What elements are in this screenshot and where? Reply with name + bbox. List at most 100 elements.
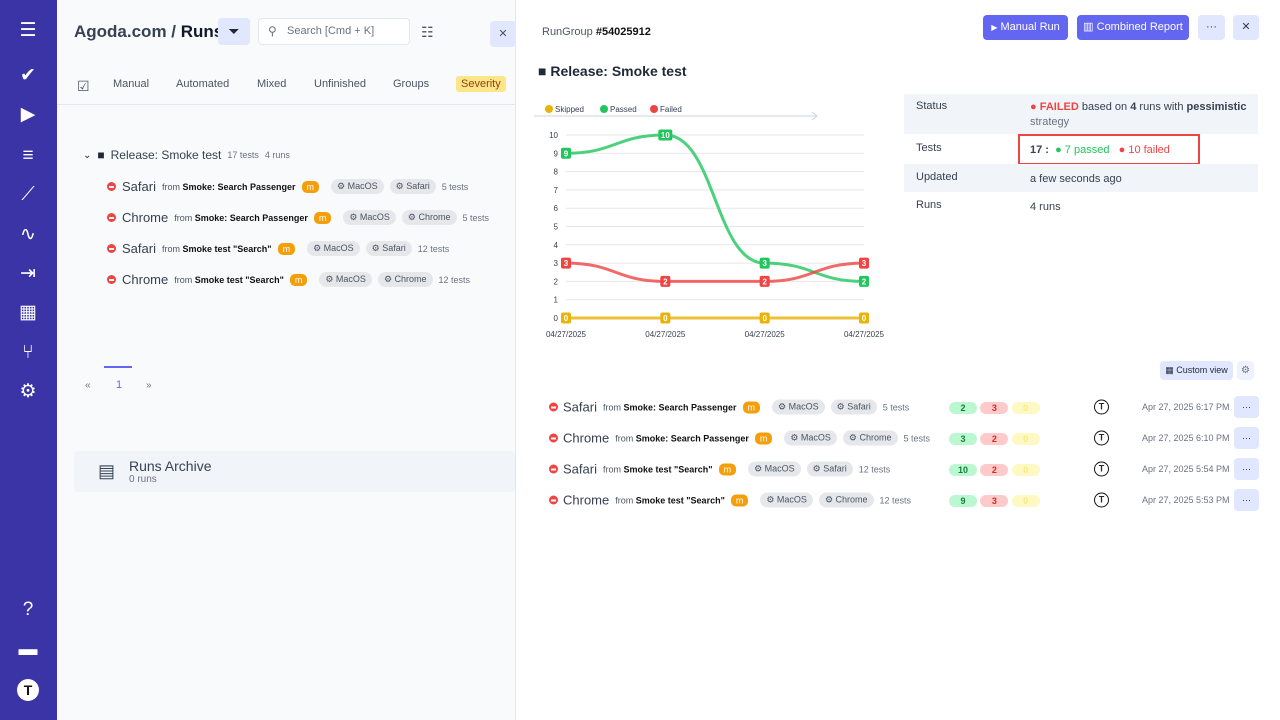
report-icon[interactable]: ▦ (19, 302, 37, 323)
tab-automated[interactable]: Automated (176, 78, 230, 90)
failed-icon (549, 433, 558, 443)
run-tests-count: 12 tests (858, 464, 891, 474)
run-row[interactable]: Chrome from Smoke: Search Passenger m ⚙ … (107, 210, 489, 225)
passed-count: 10 (949, 464, 977, 476)
data-point (660, 312, 671, 324)
help-icon[interactable]: ? (22, 599, 34, 620)
search-icon: ⚲ (268, 24, 277, 38)
sidebar: ☰ ✔ ▶ ≡ ⟋ ∿ ⇥ ▦ ⑂ ⚙ ? ▬ T (0, 0, 57, 720)
custom-view-button[interactable]: ▦ Custom view (1160, 361, 1233, 380)
data-label: 0 (663, 314, 668, 323)
user-avatar-icon: T (1094, 399, 1109, 415)
y-tick-label: 4 (554, 241, 559, 250)
data-label: 3 (564, 259, 569, 268)
page-title: Runs (180, 22, 224, 41)
run-name[interactable]: Safari (563, 399, 597, 415)
select-all-icon[interactable]: ☑ (77, 78, 90, 94)
next-page-button[interactable]: » (146, 380, 152, 391)
page-indicator (104, 366, 132, 368)
folder-icon: ■ (97, 148, 105, 162)
tab-unfinished[interactable]: Unfinished (314, 78, 366, 90)
failed-icon (107, 182, 116, 191)
run-name[interactable]: Safari (122, 179, 156, 194)
user-avatar-icon[interactable]: T (17, 679, 39, 701)
run-row[interactable]: Safari from Smoke test "Search" m ⚙ MacO… (107, 241, 449, 256)
project-link[interactable]: Agoda.com (74, 22, 167, 41)
failed-icon (107, 244, 116, 253)
settings-sliders-icon[interactable]: ☷ (421, 24, 434, 40)
manual-run-button[interactable]: ▶ Manual Run (983, 15, 1068, 40)
combined-report-button[interactable]: ▥ Combined Report (1077, 15, 1189, 40)
run-tests-count: 12 tests (417, 243, 450, 254)
data-label: 2 (862, 277, 867, 286)
breadcrumb: Agoda.com / Runs (74, 22, 223, 42)
y-tick-label: 0 (554, 314, 559, 323)
chevron-down-icon[interactable]: ⌄ (83, 149, 92, 161)
legend-marker (650, 105, 658, 113)
runs-archive[interactable]: ▤ Runs Archive 0 runs (74, 451, 515, 492)
menu-icon[interactable]: ☰ (19, 20, 37, 41)
search-input[interactable]: ⚲ Search [Cmd + K] (258, 18, 410, 45)
data-point (759, 312, 770, 324)
run-more-button[interactable]: ··· (1234, 489, 1259, 511)
run-row[interactable]: Chrome from Smoke test "Search" m ⚙ MacO… (547, 489, 1259, 511)
manual-badge: m (277, 242, 296, 255)
run-row[interactable]: Safari from Smoke test "Search" m ⚙ MacO… (547, 458, 1259, 480)
run-row[interactable]: Safari from Smoke: Search Passenger m ⚙ … (547, 396, 1259, 418)
tab-groups[interactable]: Groups (393, 78, 430, 90)
tab-severity[interactable]: Severity (456, 76, 506, 92)
more-button[interactable]: ··· (1198, 15, 1225, 40)
gear-icon[interactable]: ⚙ (19, 381, 37, 402)
close-panel-button[interactable]: ✕ (490, 21, 516, 47)
x-tick-label: 04/27/2025 (745, 330, 786, 339)
folder-icon[interactable]: ▬ (18, 639, 38, 660)
page-1-button[interactable]: 1 (116, 379, 123, 391)
run-row[interactable]: Chrome from Smoke: Search Passenger m ⚙ … (547, 427, 1259, 449)
run-name[interactable]: Chrome (122, 272, 169, 287)
run-name[interactable]: Chrome (122, 210, 169, 225)
data-point (561, 147, 571, 159)
y-tick-label: 9 (554, 149, 559, 158)
run-date: Apr 27, 2025 5:54 PM (1142, 464, 1230, 474)
run-name[interactable]: Safari (563, 461, 597, 477)
data-point (660, 275, 671, 287)
run-row[interactable]: Chrome from Smoke test "Search" m ⚙ MacO… (107, 272, 470, 287)
prev-page-button[interactable]: « (85, 380, 91, 391)
os-tag: ⚙ MacOS (319, 272, 372, 287)
filter-button[interactable]: ⏷ (218, 18, 250, 45)
play-icon[interactable]: ▶ (20, 104, 36, 125)
import-icon[interactable]: ⇥ (20, 263, 36, 284)
run-more-button[interactable]: ··· (1234, 396, 1259, 418)
manual-badge: m (718, 463, 737, 475)
status-value: FAILED (1039, 101, 1079, 113)
run-tests-count: 5 tests (441, 181, 469, 192)
group-row[interactable]: ⌄ ■ Release: Smoke test 17 tests 4 runs (83, 148, 290, 162)
run-tests-count: 12 tests (879, 495, 912, 505)
view-settings-button[interactable]: ⚙ (1237, 361, 1254, 380)
check-icon[interactable]: ✔ (20, 65, 36, 86)
run-name[interactable]: Chrome (563, 430, 610, 446)
legend-marker (600, 105, 608, 113)
data-label: 0 (862, 314, 867, 323)
run-date: Apr 27, 2025 6:17 PM (1142, 402, 1230, 412)
tab-mixed[interactable]: Mixed (257, 78, 287, 90)
run-name[interactable]: Chrome (563, 492, 610, 508)
branch-icon[interactable]: ⑂ (22, 342, 34, 363)
run-row[interactable]: Safari from Smoke: Search Passenger m ⚙ … (107, 179, 468, 194)
table-icon: ▦ (1165, 365, 1174, 375)
run-name[interactable]: Safari (122, 241, 156, 256)
y-tick-label: 7 (554, 186, 559, 195)
browser-tag: ⚙ Chrome (401, 210, 457, 225)
run-more-button[interactable]: ··· (1234, 458, 1259, 480)
os-tag: ⚙ MacOS (748, 461, 801, 477)
run-more-button[interactable]: ··· (1234, 427, 1259, 449)
list-check-icon[interactable]: ≡ (22, 145, 34, 166)
run-source: from Smoke: Search Passenger (161, 181, 296, 192)
passed-count: 9 (949, 495, 977, 507)
pulse-icon[interactable]: ∿ (20, 224, 36, 245)
tab-manual[interactable]: Manual (113, 78, 150, 90)
run-source: from Smoke test "Search" (174, 274, 284, 285)
steps-icon[interactable]: ⟋ (21, 184, 35, 205)
close-button[interactable]: ✕ (1233, 15, 1259, 40)
data-label: 3 (762, 259, 767, 268)
